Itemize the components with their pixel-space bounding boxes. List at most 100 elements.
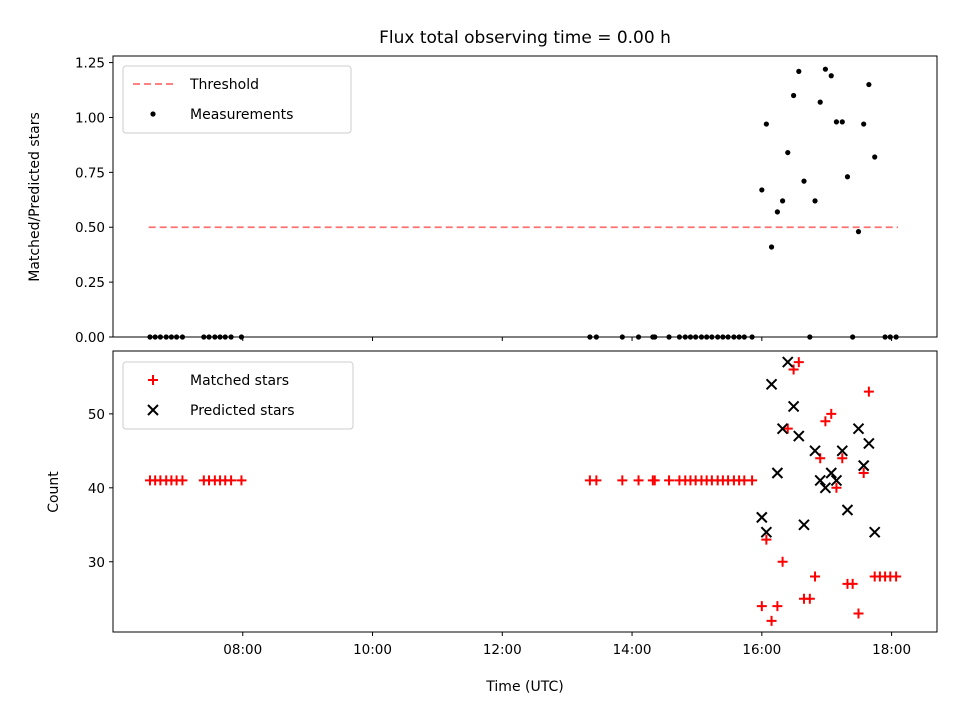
matched-star-point: [226, 475, 237, 486]
matched-star-point: [804, 593, 815, 604]
measurement-point: [725, 334, 731, 340]
matched-star-point: [777, 556, 788, 567]
legend-measurements-swatch: [150, 111, 156, 117]
bottom-y-tick-label: 40: [88, 481, 105, 497]
matched-star-point: [772, 601, 783, 612]
measurement-point: [785, 149, 791, 156]
measurement-point: [749, 334, 755, 340]
measurement-point: [801, 178, 807, 184]
matched-star-point: [788, 364, 799, 375]
x-tick-label: 12:00: [483, 642, 522, 658]
measurement-point: [687, 334, 694, 340]
measurement-point: [163, 334, 169, 340]
measurement-point: [844, 174, 851, 180]
matched-star-point: [664, 475, 675, 486]
legend-threshold-label: Threshold: [189, 77, 259, 93]
measurement-point: [715, 334, 721, 340]
predicted-star-point: [863, 437, 875, 450]
predicted-star-point: [857, 459, 870, 472]
measurement-point: [872, 154, 878, 160]
measurement-point: [228, 334, 234, 340]
matched-star-point: [837, 453, 848, 464]
legend-matched-swatch: [148, 375, 158, 385]
matched-star-point: [747, 475, 758, 486]
predicted-star-point: [836, 445, 848, 457]
predicted-star-point: [819, 482, 832, 494]
measurement-point: [893, 334, 899, 340]
top-legend-box: [122, 65, 352, 134]
measurement-point: [759, 187, 765, 193]
matched-star-point: [591, 475, 602, 486]
legend-matched-label: Matched stars: [190, 373, 289, 389]
predicted-star-point: [830, 474, 843, 487]
top-y-tick-label: 0.50: [75, 220, 105, 236]
measurement-point: [704, 334, 710, 340]
measurement-point: [173, 334, 180, 340]
measurement-point: [731, 334, 737, 340]
predicted-star-point: [809, 445, 821, 457]
matched-star-point: [761, 534, 772, 545]
measurement-point: [682, 334, 688, 340]
measurement-point: [887, 334, 893, 340]
top-y-tick-label: 1.25: [75, 56, 105, 72]
matched-star-point: [847, 578, 858, 589]
measurement-point: [201, 334, 207, 340]
predicted-star-point: [765, 378, 778, 390]
chart-title: Flux total observing time = 0.00 h: [379, 28, 671, 48]
matched-star-point: [831, 482, 842, 493]
x-tick-label: 16:00: [742, 642, 781, 658]
measurement-point: [698, 334, 705, 340]
predicted-star-point: [776, 422, 789, 435]
measurement-point: [791, 92, 797, 99]
measurement-point: [796, 68, 802, 74]
measurement-point: [168, 334, 174, 340]
matched-star-point: [766, 615, 777, 626]
measurement-point: [652, 334, 658, 340]
measurement-point: [709, 334, 715, 340]
measurement-point: [666, 334, 672, 340]
measurement-point: [812, 198, 818, 204]
measurement-point: [206, 334, 212, 340]
matched-star-point: [177, 475, 188, 486]
predicted-star-point: [793, 430, 805, 442]
measurement-point: [587, 334, 593, 340]
measurement-point: [855, 229, 862, 235]
measurement-point: [807, 334, 813, 340]
measurement-point: [763, 121, 769, 127]
x-tick-label: 08:00: [223, 642, 262, 658]
matched-star-point: [891, 571, 902, 582]
measurement-point: [861, 121, 867, 127]
x-tick-label: 14:00: [613, 642, 652, 658]
measurement-point: [822, 66, 829, 72]
measurement-point: [779, 198, 786, 204]
matched-star-point: [826, 408, 837, 419]
matched-star-point: [810, 571, 821, 582]
matched-star-point: [756, 601, 767, 612]
measurement-point: [238, 334, 245, 340]
top-y-axis-label: Matched/Predicted stars: [27, 112, 43, 282]
measurement-point: [833, 119, 840, 125]
predicted-star-point: [869, 526, 881, 538]
legend-predicted-swatch: [147, 404, 159, 416]
measurement-point: [866, 81, 872, 88]
predicted-star-point: [841, 504, 854, 516]
top-y-tick-label: 1.00: [75, 110, 105, 126]
predicted-star-point: [782, 356, 794, 368]
top-y-tick-label: 0.75: [75, 165, 105, 181]
bottom-y-axis-label: Count: [46, 471, 62, 513]
matched-star-point: [649, 475, 660, 486]
top-y-tick-label: 0.25: [75, 275, 105, 291]
measurement-point: [839, 119, 845, 125]
predicted-star-point: [771, 467, 784, 479]
measurement-point: [179, 334, 186, 340]
bottom-panel: 30 40 50 08:00 10:00 12:00 14:00 16:00 18:00 Matc…: [88, 350, 938, 658]
predicted-star-point: [825, 467, 837, 479]
measurement-point: [828, 73, 834, 79]
measurement-point: [212, 334, 218, 340]
measurement-point: [817, 99, 823, 105]
matched-star-point: [858, 468, 869, 479]
x-tick-label: 18:00: [872, 642, 911, 658]
bottom-y-tick-label: 50: [88, 407, 105, 423]
measurement-point: [774, 209, 780, 215]
